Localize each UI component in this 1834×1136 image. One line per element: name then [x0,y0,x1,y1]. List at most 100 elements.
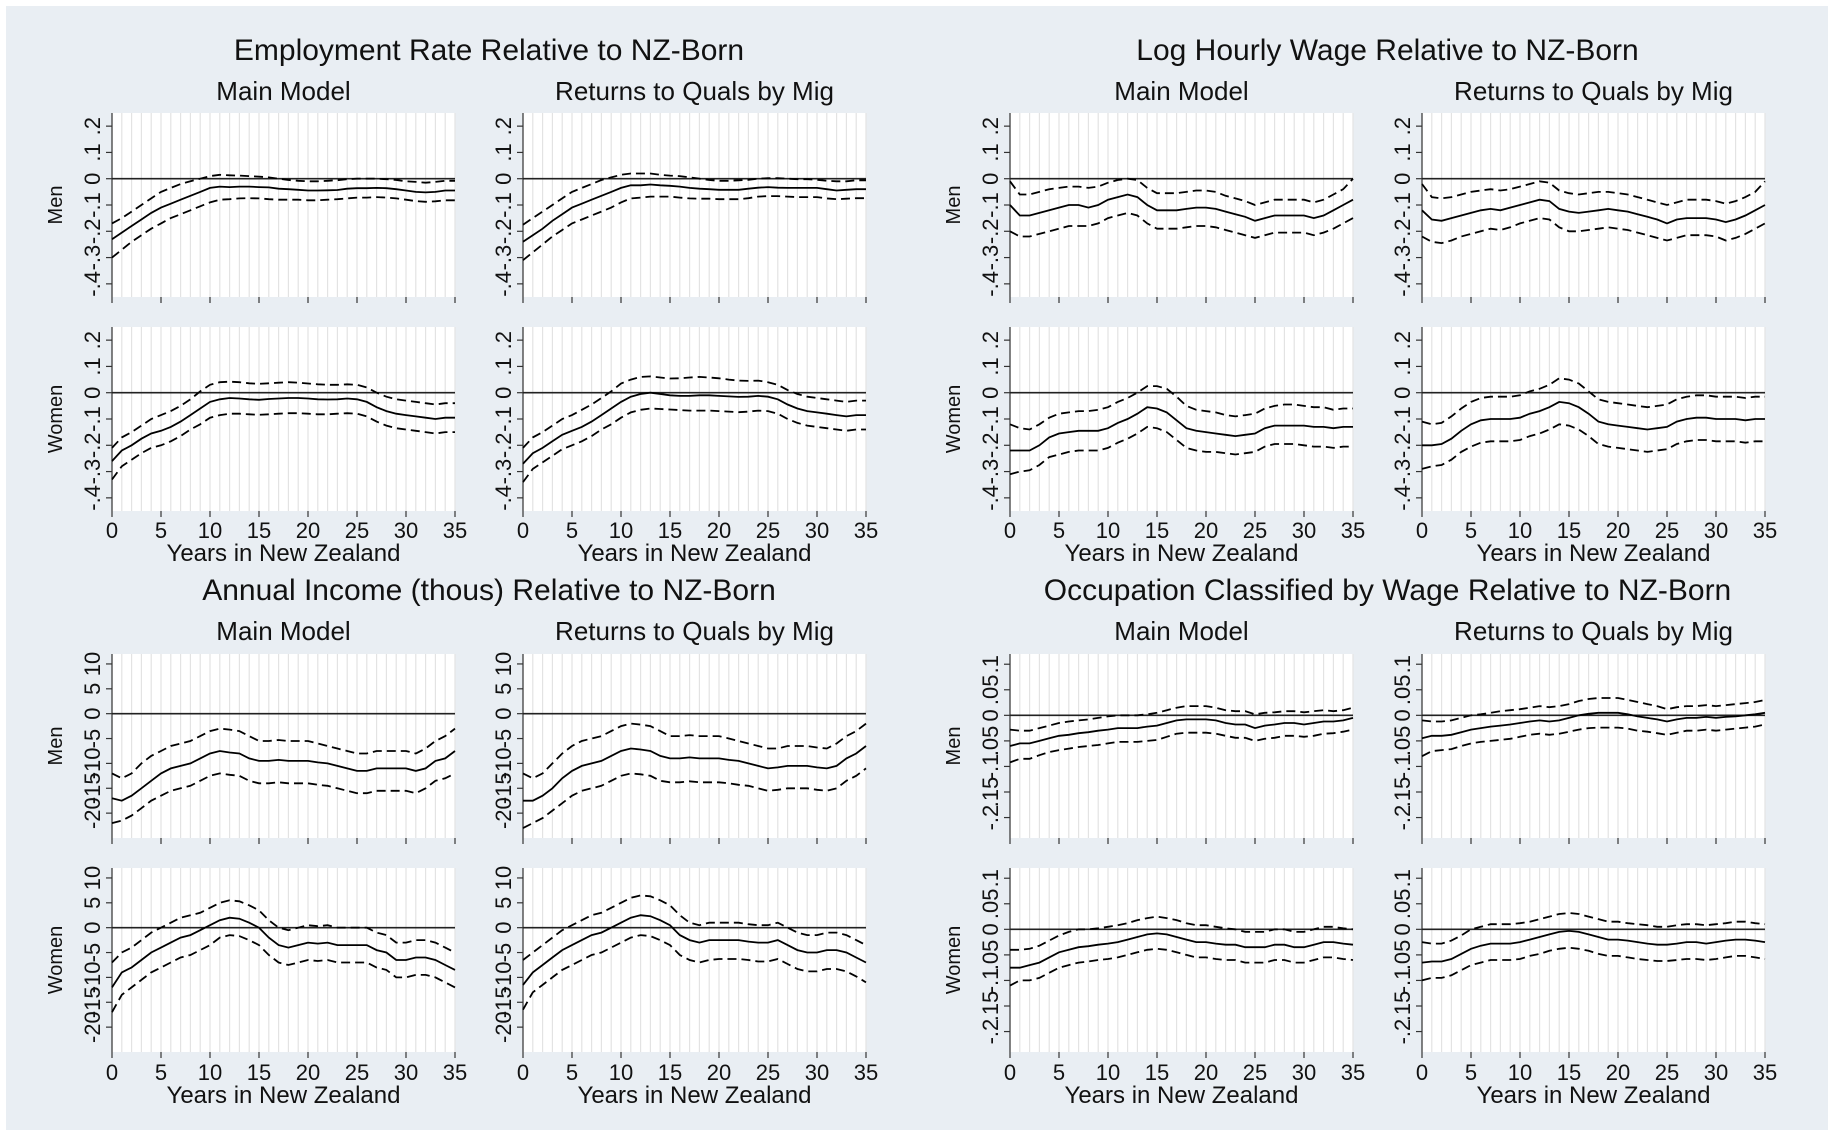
x-tick-label: 20 [1194,518,1218,543]
series-estimate [522,391,866,465]
series-ci_lower [1421,423,1765,470]
x-tick-label: 15 [658,1060,682,1085]
subplot-title: Main Model [1114,616,1248,646]
x-tick-label: 35 [1753,518,1777,543]
subplot-title: Main Model [216,616,350,646]
y-tick-label: 0 [1390,173,1415,185]
x-tick-label: 10 [1096,518,1120,543]
y-tick-label: .1 [80,357,105,375]
subplot: -.4-.3-.2-.1 0 .1 .2 [978,113,1354,303]
y-tick-label: -.4 [978,485,1003,511]
series-ci_upper [1009,385,1353,431]
subplot-title: Returns to Quals by Mig [1454,616,1733,646]
x-tick-label: 25 [1655,518,1679,543]
y-tick-label: .05 [978,940,1003,971]
y-tick-label: .2 [1390,331,1415,349]
y-tick-label: .2 [1390,117,1415,135]
y-tick-label: 5 [80,897,105,909]
y-tick-label: -5 [491,943,516,963]
series-ci_upper [1009,705,1354,732]
plot-area [1010,327,1353,511]
y-tick-label: -.3 [80,245,105,271]
y-tick-label: .2 [80,331,105,349]
series-ci_upper [1009,177,1354,206]
series-ci_upper [1421,697,1766,723]
x-tick-label: 30 [805,1060,829,1085]
y-tick-label: .05 [1390,726,1415,757]
x-axis-label: Years in New Zealand [1065,1082,1299,1109]
y-tick-label: -.1 [1390,754,1415,780]
y-tick-label: .2 [491,331,516,349]
y-tick-label: -15 [491,986,516,1018]
x-tick-label: 10 [1508,1060,1532,1085]
row-label: Women [45,926,67,995]
y-tick-label: 0 [978,173,1003,185]
y-tick-label: -.3 [978,459,1003,485]
y-tick-label: .1 [978,655,1003,673]
series-ci_lower [1009,211,1354,239]
y-tick-label: 0 [1390,387,1415,399]
y-tick-label: 0 [80,173,105,185]
x-tick-label: 5 [1465,518,1477,543]
chart-3: Occupation Classified by Wage Relative t… [943,574,1777,1109]
y-tick-label: 0 [491,387,516,399]
series-ci_lower [111,934,456,1013]
x-tick-label: 20 [1606,518,1630,543]
series-ci_upper [522,894,867,961]
y-tick-label: 10 [491,866,516,890]
row-label: Men [943,186,965,225]
subplot: -.4-.3-.2-.1 0 .1 .2 [1390,327,1766,517]
plot-area [523,327,866,511]
chart-title: Annual Income (thous) Relative to NZ-Bor… [202,574,776,607]
series-ci_upper [111,173,455,225]
x-tick-label: 15 [1557,518,1581,543]
y-tick-label: -.2 [80,218,105,244]
series-ci_lower [522,407,866,483]
y-tick-label: .1 [1390,357,1415,375]
y-tick-label: .05 [1390,940,1415,971]
y-tick-label: .1 [978,869,1003,887]
subplot: -.4-.3-.2-.1 0 .1 .2 [491,113,867,303]
subplot: -.4-.3-.2-.1 0 .1 .2 [1390,113,1766,303]
x-tick-label: 10 [609,1060,633,1085]
y-tick-label: 0 [491,708,516,720]
plot-area [1422,327,1765,511]
x-tick-label: 0 [517,518,529,543]
y-tick-label: -.3 [1390,245,1415,271]
subplot: -.4-.3-.2-.1 0 .1 .2 [491,327,867,517]
y-tick-label: .2 [978,331,1003,349]
series-estimate [522,914,867,986]
y-tick-label: .05 [1390,674,1415,705]
y-tick-label: -20 [491,797,516,829]
row-label: Men [943,727,965,766]
y-tick-label: .15 [978,991,1003,1022]
y-tick-label: 0 [978,709,1003,721]
subplot: -20-15-10-5 0 5 10 [80,866,456,1058]
y-tick-label: -.1 [978,406,1003,432]
series-ci_upper [111,727,456,780]
x-tick-label: 35 [443,1060,467,1085]
x-tick-label: 10 [609,518,633,543]
subplot: -.2.15-.1.050.05.1 [1390,868,1766,1058]
y-tick-label: .15 [1390,991,1415,1022]
y-tick-label: -20 [80,1011,105,1043]
series-ci_upper [1010,915,1354,951]
y-tick-label: -10 [491,748,516,780]
y-tick-label: -10 [80,962,105,994]
chart-title: Log Hourly Wage Relative to NZ-Born [1136,34,1638,67]
series-estimate [522,183,866,243]
y-tick-label: -.1 [1390,968,1415,994]
series-ci_lower [1009,728,1354,764]
row-label: Women [45,385,67,454]
y-tick-label: .1 [491,143,516,161]
y-tick-label: 0 [978,923,1003,935]
plot-area [1422,113,1765,297]
x-tick-label: 15 [658,518,682,543]
x-tick-label: 0 [517,1060,529,1085]
series-estimate [1421,711,1766,740]
subplot: -.2.15-.1.050.05.1 [978,654,1354,844]
chart-0: Employment Rate Relative to NZ-Born Main … [45,34,878,567]
y-tick-label: -20 [491,1011,516,1043]
series-ci_lower [522,767,867,829]
x-tick-label: 30 [1704,1060,1728,1085]
